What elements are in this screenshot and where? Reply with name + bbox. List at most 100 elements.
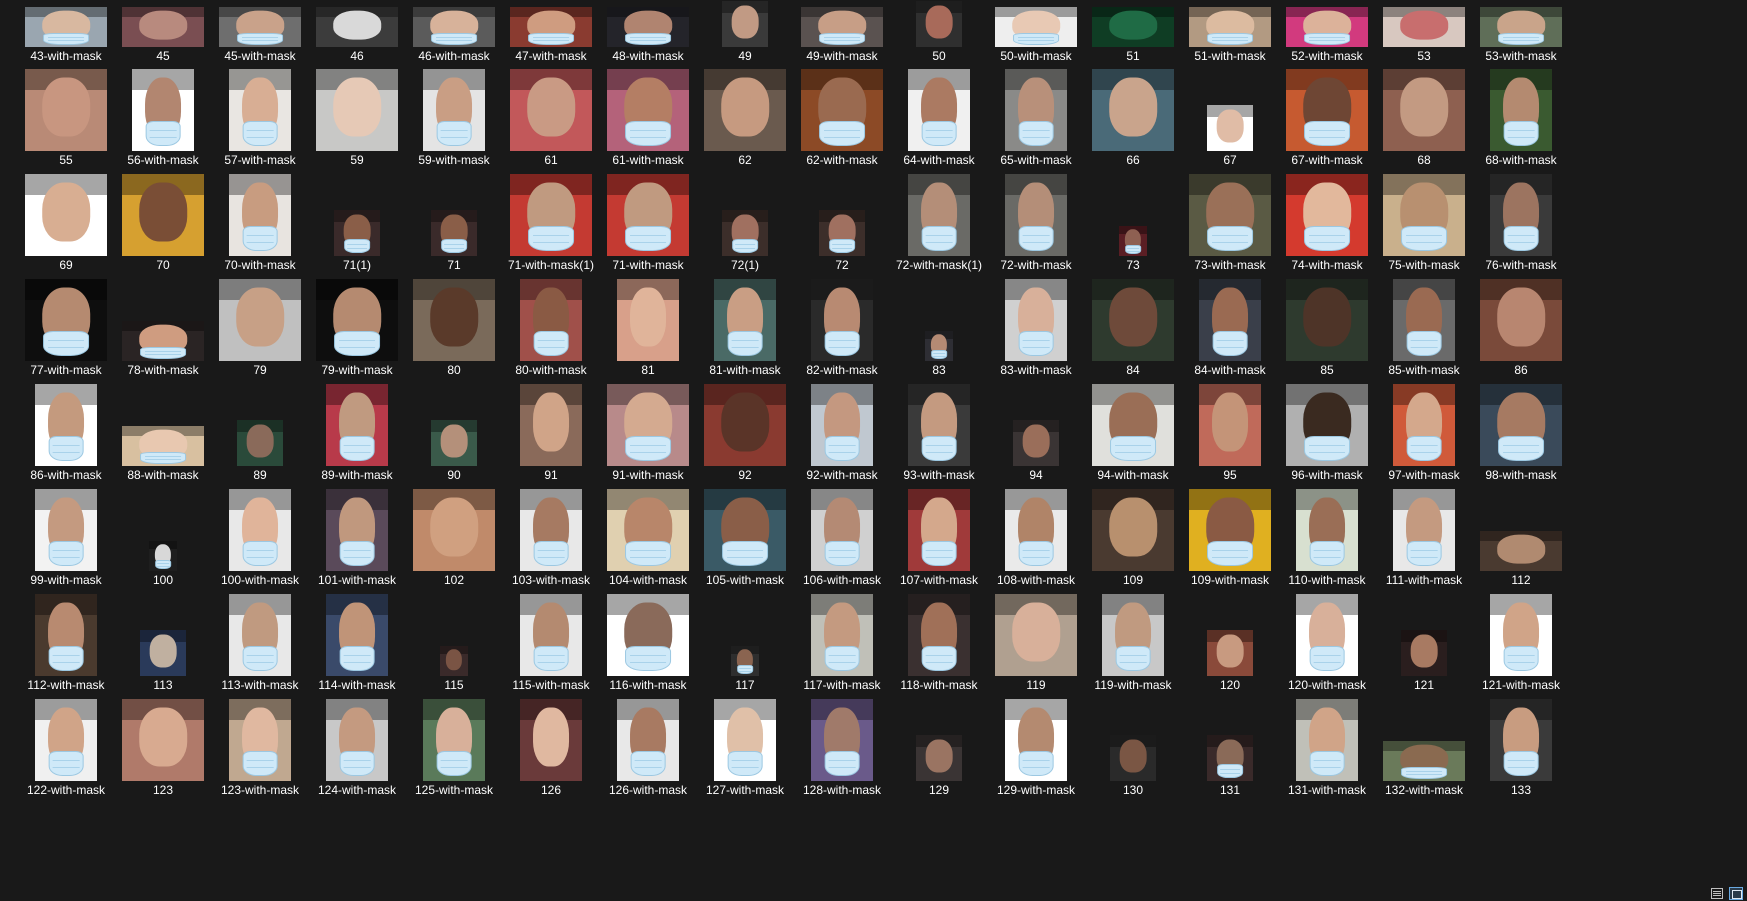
file-item[interactable]: 52-with-mask (1273, 0, 1381, 70)
file-item[interactable]: 50-with-mask (982, 0, 1090, 70)
file-item[interactable]: 127-with-mask (691, 687, 799, 804)
file-item[interactable]: 113 (109, 582, 217, 699)
file-item[interactable]: 43-with-mask (12, 0, 120, 70)
file-item[interactable]: 61-with-mask (594, 57, 702, 174)
file-item[interactable]: 100 (109, 477, 217, 594)
file-item[interactable]: 121-with-mask (1467, 582, 1575, 699)
file-item[interactable]: 128-with-mask (788, 687, 896, 804)
file-item[interactable]: 120 (1176, 582, 1284, 699)
file-item[interactable]: 48-with-mask (594, 0, 702, 70)
file-item[interactable]: 70 (109, 162, 217, 279)
file-item[interactable]: 76-with-mask (1467, 162, 1575, 279)
file-item[interactable]: 92 (691, 372, 799, 489)
file-item[interactable]: 53 (1370, 0, 1478, 70)
file-item[interactable]: 113-with-mask (206, 582, 314, 699)
file-item[interactable]: 115 (400, 582, 508, 699)
file-item[interactable]: 61 (497, 57, 605, 174)
file-item[interactable]: 129-with-mask (982, 687, 1090, 804)
file-item[interactable]: 94 (982, 372, 1090, 489)
file-item[interactable]: 51 (1079, 0, 1187, 70)
file-item[interactable]: 56-with-mask (109, 57, 217, 174)
file-item[interactable]: 51-with-mask (1176, 0, 1284, 70)
file-item[interactable]: 85 (1273, 267, 1381, 384)
file-item[interactable]: 86-with-mask (12, 372, 120, 489)
file-item[interactable]: 70-with-mask (206, 162, 314, 279)
file-item[interactable]: 117-with-mask (788, 582, 896, 699)
file-item[interactable]: 84-with-mask (1176, 267, 1284, 384)
file-item[interactable]: 122-with-mask (12, 687, 120, 804)
file-item[interactable]: 84 (1079, 267, 1187, 384)
file-item[interactable]: 68 (1370, 57, 1478, 174)
file-item[interactable]: 49-with-mask (788, 0, 896, 70)
file-item[interactable]: 108-with-mask (982, 477, 1090, 594)
file-item[interactable]: 116-with-mask (594, 582, 702, 699)
file-item[interactable]: 110-with-mask (1273, 477, 1381, 594)
file-item[interactable]: 132-with-mask (1370, 687, 1478, 804)
file-item[interactable]: 123-with-mask (206, 687, 314, 804)
file-item[interactable]: 125-with-mask (400, 687, 508, 804)
file-item[interactable]: 129 (885, 687, 993, 804)
file-item[interactable]: 66 (1079, 57, 1187, 174)
details-view-icon[interactable] (1711, 888, 1723, 899)
file-item[interactable]: 59-with-mask (400, 57, 508, 174)
file-item[interactable]: 67-with-mask (1273, 57, 1381, 174)
file-item[interactable]: 114-with-mask (303, 582, 411, 699)
file-item[interactable]: 105-with-mask (691, 477, 799, 594)
file-item[interactable]: 96-with-mask (1273, 372, 1381, 489)
file-item[interactable]: 118-with-mask (885, 582, 993, 699)
file-item[interactable]: 104-with-mask (594, 477, 702, 594)
file-item[interactable]: 62-with-mask (788, 57, 896, 174)
file-item[interactable]: 119-with-mask (1079, 582, 1187, 699)
file-item[interactable]: 90 (400, 372, 508, 489)
file-item[interactable]: 71(1) (303, 162, 411, 279)
file-item[interactable]: 93-with-mask (885, 372, 993, 489)
file-item[interactable]: 72 (788, 162, 896, 279)
file-item[interactable]: 68-with-mask (1467, 57, 1575, 174)
file-item[interactable]: 111-with-mask (1370, 477, 1478, 594)
file-item[interactable]: 45-with-mask (206, 0, 314, 70)
file-item[interactable]: 45 (109, 0, 217, 70)
file-item[interactable]: 91 (497, 372, 605, 489)
file-item[interactable]: 67 (1176, 57, 1284, 174)
file-item[interactable]: 53-with-mask (1467, 0, 1575, 70)
file-item[interactable]: 126-with-mask (594, 687, 702, 804)
file-item[interactable]: 64-with-mask (885, 57, 993, 174)
file-item[interactable]: 103-with-mask (497, 477, 605, 594)
file-item[interactable]: 131-with-mask (1273, 687, 1381, 804)
file-item[interactable]: 77-with-mask (12, 267, 120, 384)
file-item[interactable]: 126 (497, 687, 605, 804)
file-item[interactable]: 112 (1467, 477, 1575, 594)
file-item[interactable]: 123 (109, 687, 217, 804)
file-item[interactable]: 89-with-mask (303, 372, 411, 489)
large-icons-view-icon[interactable] (1729, 887, 1743, 900)
file-item[interactable]: 119 (982, 582, 1090, 699)
file-item[interactable]: 59 (303, 57, 411, 174)
file-item[interactable]: 92-with-mask (788, 372, 896, 489)
file-item[interactable]: 50 (885, 0, 993, 70)
file-item[interactable]: 71 (400, 162, 508, 279)
file-item[interactable]: 78-with-mask (109, 267, 217, 384)
file-item[interactable]: 65-with-mask (982, 57, 1090, 174)
file-item[interactable]: 74-with-mask (1273, 162, 1381, 279)
file-item[interactable]: 121 (1370, 582, 1478, 699)
file-item[interactable]: 97-with-mask (1370, 372, 1478, 489)
file-item[interactable]: 89 (206, 372, 314, 489)
file-item[interactable]: 62 (691, 57, 799, 174)
file-item[interactable]: 130 (1079, 687, 1187, 804)
file-item[interactable]: 75-with-mask (1370, 162, 1478, 279)
file-item[interactable]: 72-with-mask (982, 162, 1090, 279)
file-item[interactable]: 49 (691, 0, 799, 70)
file-item[interactable]: 88-with-mask (109, 372, 217, 489)
file-item[interactable]: 79-with-mask (303, 267, 411, 384)
file-item[interactable]: 83-with-mask (982, 267, 1090, 384)
file-item[interactable]: 86 (1467, 267, 1575, 384)
file-item[interactable]: 112-with-mask (12, 582, 120, 699)
file-item[interactable]: 100-with-mask (206, 477, 314, 594)
file-item[interactable]: 81-with-mask (691, 267, 799, 384)
file-item[interactable]: 46-with-mask (400, 0, 508, 70)
file-item[interactable]: 83 (885, 267, 993, 384)
file-item[interactable]: 80-with-mask (497, 267, 605, 384)
file-item[interactable]: 124-with-mask (303, 687, 411, 804)
file-item[interactable]: 109 (1079, 477, 1187, 594)
file-item[interactable]: 69 (12, 162, 120, 279)
